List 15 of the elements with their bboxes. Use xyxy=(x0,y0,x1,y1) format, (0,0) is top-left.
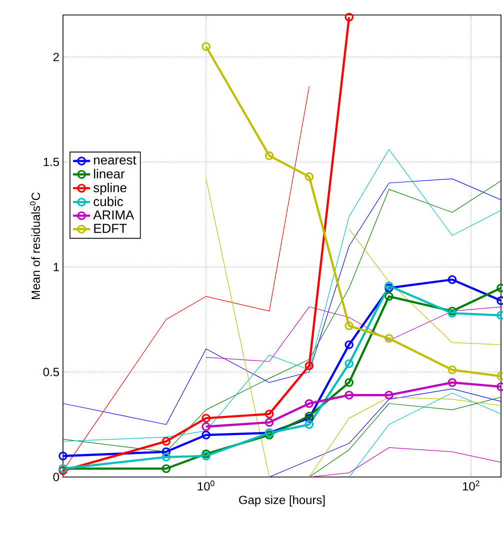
y-tick-label: 0.5 xyxy=(43,368,59,376)
legend-label: EDFT xyxy=(94,224,127,233)
legend-label: nearest xyxy=(94,156,136,165)
x-tick-label: 10$^{0}$ xyxy=(198,480,214,491)
x-axis-title: Gap size [hours] xyxy=(239,495,325,507)
legend-label: ARIMA xyxy=(93,210,134,220)
y-axis-title: Mean of residuals$^{0}$C xyxy=(30,192,40,299)
legend-label: spline xyxy=(94,182,126,195)
y-tick-label: 0 xyxy=(53,472,60,482)
y-tick-label: 1.5 xyxy=(44,158,59,166)
y-tick-label: 2 xyxy=(53,52,59,62)
legend-label: cubic xyxy=(94,196,124,206)
legend-label: linear xyxy=(94,168,125,178)
x-tick-label: 10$^{2}$ xyxy=(462,480,480,491)
y-tick-label: 1 xyxy=(54,262,59,272)
